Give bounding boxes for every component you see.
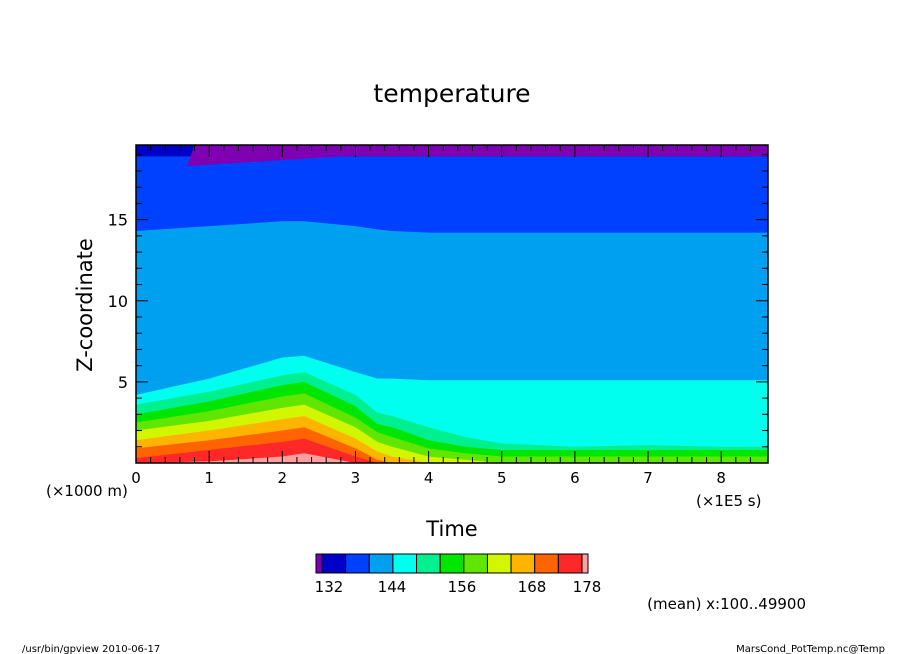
y-tick-label: 5 bbox=[118, 373, 128, 392]
x-tick-label: 4 bbox=[424, 469, 434, 487]
y-axis-label: Z-coordinate bbox=[73, 238, 97, 372]
y-tick-label: 15 bbox=[108, 211, 128, 230]
colorbar-swatch bbox=[315, 553, 323, 574]
mean-annotation: (mean) x:100..49900 bbox=[647, 595, 806, 613]
y-unit-label: (×1000 m) bbox=[46, 482, 128, 500]
colorbar-label: 156 bbox=[448, 578, 477, 596]
colorbar-swatch bbox=[439, 553, 465, 574]
footer-left: /usr/bin/gpview 2010-06-17 bbox=[22, 644, 160, 654]
colorbar-swatch bbox=[463, 553, 488, 574]
y-tick-label: 10 bbox=[108, 292, 128, 311]
footer-right: MarsCond_PotTemp.nc@Temp bbox=[736, 644, 885, 654]
chart-title: temperature bbox=[373, 79, 530, 108]
colorbar bbox=[315, 553, 589, 574]
colorbar-label: 144 bbox=[378, 578, 407, 596]
colorbar-swatch bbox=[321, 553, 347, 574]
x-tick-label: 2 bbox=[278, 469, 288, 487]
x-tick-label: 5 bbox=[497, 469, 507, 487]
colorbar-swatch bbox=[557, 553, 583, 574]
colorbar-label: 178 bbox=[573, 578, 602, 596]
colorbar-label: 132 bbox=[315, 578, 344, 596]
x-tick-label: 1 bbox=[204, 469, 214, 487]
x-axis-ticks: 0 1 2 3 4 5 6 7 8 bbox=[131, 145, 751, 487]
colorbar-swatch bbox=[345, 553, 370, 574]
contour-band-top bbox=[187, 145, 768, 167]
y-axis-ticks: 5 10 15 bbox=[108, 154, 768, 448]
x-tick-label: 0 bbox=[131, 469, 141, 487]
colorbar-swatch bbox=[581, 553, 589, 574]
x-tick-label: 6 bbox=[570, 469, 580, 487]
x-tick-label: 7 bbox=[643, 469, 653, 487]
colorbar-swatch bbox=[368, 553, 394, 574]
colorbar-labels: 132 144 156 168 178 bbox=[315, 578, 602, 596]
x-unit-label: (×1E5 s) bbox=[696, 492, 761, 510]
colorbar-swatch bbox=[510, 553, 536, 574]
colorbar-swatch bbox=[486, 553, 512, 574]
x-axis-label: Time bbox=[425, 517, 477, 541]
colorbar-swatch bbox=[416, 553, 441, 574]
plot-frame bbox=[135, 144, 769, 464]
colorbar-swatch bbox=[392, 553, 418, 574]
x-tick-label: 3 bbox=[351, 469, 361, 487]
contour-fills bbox=[136, 145, 768, 463]
colorbar-swatch bbox=[534, 553, 559, 574]
colorbar-label: 168 bbox=[518, 578, 547, 596]
x-tick-label: 8 bbox=[716, 469, 726, 487]
contour-band-11 bbox=[136, 453, 768, 463]
